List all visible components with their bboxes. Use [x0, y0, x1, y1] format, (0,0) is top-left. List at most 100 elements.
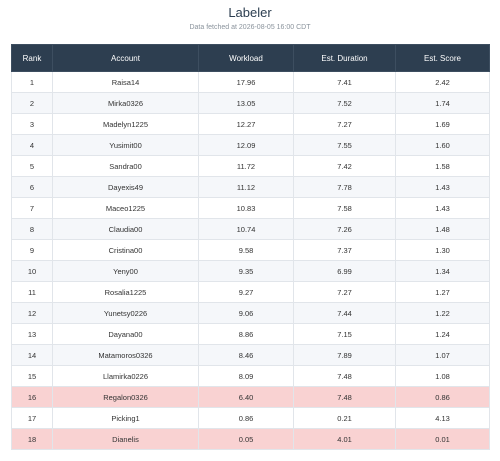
table-cell: 9.27 — [198, 281, 294, 303]
table-cell: 2 — [11, 92, 53, 114]
table-row: 6 Dayexis49 11.12 7.78 1.43 — [11, 176, 490, 198]
table-cell: Mirka0326 — [52, 92, 199, 114]
table-cell: 7.89 — [293, 344, 396, 366]
table-cell: 4.01 — [293, 428, 396, 450]
table: Rank Account Workload Est. Duration Est. Sco… — [11, 44, 490, 450]
table-row: 5 Sandra00 11.72 7.42 1.58 — [11, 155, 490, 177]
table-cell: 1.48 — [395, 218, 490, 240]
table-cell: Madelyn1225 — [52, 113, 199, 135]
table-cell: 7.48 — [293, 386, 396, 408]
table-cell: 1.24 — [395, 323, 490, 345]
table-cell: Yeny00 — [52, 260, 199, 282]
table-cell: Raisa14 — [52, 71, 199, 93]
table-row: 13 Dayana00 8.86 7.15 1.24 — [11, 323, 490, 345]
table-cell: 0.05 — [198, 428, 294, 450]
table-cell: Rosalia1225 — [52, 281, 199, 303]
table-cell: 13.05 — [198, 92, 294, 114]
table-cell: 4.13 — [395, 407, 490, 429]
table-cell: 9 — [11, 239, 53, 261]
table-cell: 6 — [11, 176, 53, 198]
table-cell: 0.21 — [293, 407, 396, 429]
table-cell: 1 — [11, 71, 53, 93]
table-cell: 1.34 — [395, 260, 490, 282]
table-row: 3 Madelyn1225 12.27 7.27 1.69 — [11, 113, 490, 135]
table-row: 8 Claudia00 10.74 7.26 1.48 — [11, 218, 490, 240]
table-cell: 6.40 — [198, 386, 294, 408]
table-cell: 1.58 — [395, 155, 490, 177]
table-row: 11 Rosalia1225 9.27 7.27 1.27 — [11, 281, 490, 303]
table-cell: 7.26 — [293, 218, 396, 240]
table-cell: 17 — [11, 407, 53, 429]
table-cell: Maceo1225 — [52, 197, 199, 219]
table-cell: Claudia00 — [52, 218, 199, 240]
table-cell: 10.74 — [198, 218, 294, 240]
table-cell: 11.12 — [198, 176, 294, 198]
table-cell: 3 — [11, 113, 53, 135]
table-cell: 7.37 — [293, 239, 396, 261]
table-cell: Dayexis49 — [52, 176, 199, 198]
table-row: 4 Yusimit00 12.09 7.55 1.60 — [11, 134, 490, 156]
table-cell: 7.41 — [293, 71, 396, 93]
table-cell: 12.09 — [198, 134, 294, 156]
table-cell: 1.43 — [395, 197, 490, 219]
table-cell: 12.27 — [198, 113, 294, 135]
table-cell: 10.83 — [198, 197, 294, 219]
table-cell: 8 — [11, 218, 53, 240]
table-cell: 13 — [11, 323, 53, 345]
table-row: 1 Raisa14 17.96 7.41 2.42 — [11, 71, 490, 93]
table-row: 15 Llamirka0226 8.09 7.48 1.08 — [11, 365, 490, 387]
table-cell: 0.86 — [395, 386, 490, 408]
table-cell: 4 — [11, 134, 53, 156]
table-cell: Yunetsy0226 — [52, 302, 199, 324]
column-header: Est. Score — [395, 44, 490, 72]
table-cell: 7.78 — [293, 176, 396, 198]
column-header: Rank — [11, 44, 53, 72]
table-cell: Sandra00 — [52, 155, 199, 177]
table-cell: 1.27 — [395, 281, 490, 303]
table-cell: 10 — [11, 260, 53, 282]
table-cell: 7.15 — [293, 323, 396, 345]
table-cell: 2.42 — [395, 71, 490, 93]
table-row: 17 Picking1 0.86 0.21 4.13 — [11, 407, 490, 429]
table-cell: Picking1 — [52, 407, 199, 429]
table-row: 10 Yeny00 9.35 6.99 1.34 — [11, 260, 490, 282]
table-row: 16 Regalon0326 6.40 7.48 0.86 — [11, 386, 490, 408]
table-cell: 1.22 — [395, 302, 490, 324]
table-cell: 11 — [11, 281, 53, 303]
table-cell: 1.30 — [395, 239, 490, 261]
table-cell: 9.35 — [198, 260, 294, 282]
table-cell: 15 — [11, 365, 53, 387]
table-cell: 8.86 — [198, 323, 294, 345]
table-cell: Cristina00 — [52, 239, 199, 261]
table-cell: 7.48 — [293, 365, 396, 387]
table-cell: 1.74 — [395, 92, 490, 114]
table-cell: 8.46 — [198, 344, 294, 366]
table-cell: 14 — [11, 344, 53, 366]
table-cell: 5 — [11, 155, 53, 177]
table-cell: 8.09 — [198, 365, 294, 387]
table-cell: 7.27 — [293, 113, 396, 135]
table-row: 14 Matamoros0326 8.46 7.89 1.07 — [11, 344, 490, 366]
table-cell: 7.58 — [293, 197, 396, 219]
table-row: 2 Mirka0326 13.05 7.52 1.74 — [11, 92, 490, 114]
table-cell: Dianelis — [52, 428, 199, 450]
table-row: 18 Dianelis 0.05 4.01 0.01 — [11, 428, 490, 450]
table-cell: 7.27 — [293, 281, 396, 303]
table-cell: 1.43 — [395, 176, 490, 198]
table-cell: 7.52 — [293, 92, 396, 114]
table-cell: 18 — [11, 428, 53, 450]
table-cell: 1.69 — [395, 113, 490, 135]
column-header: Est. Duration — [293, 44, 396, 72]
column-header: Account — [52, 44, 199, 72]
subtitle: Data fetched at 2026-08-05 16:00 CDT — [189, 24, 311, 31]
table-cell: 1.07 — [395, 344, 490, 366]
table-cell: 7.55 — [293, 134, 396, 156]
table-row: 12 Yunetsy0226 9.06 7.44 1.22 — [11, 302, 490, 324]
title: Labeler — [228, 5, 272, 20]
table-row: 7 Maceo1225 10.83 7.58 1.43 — [11, 197, 490, 219]
table-cell: Regalon0326 — [52, 386, 199, 408]
table-cell: 7 — [11, 197, 53, 219]
table-cell: 11.72 — [198, 155, 294, 177]
table-cell: 7.44 — [293, 302, 396, 324]
